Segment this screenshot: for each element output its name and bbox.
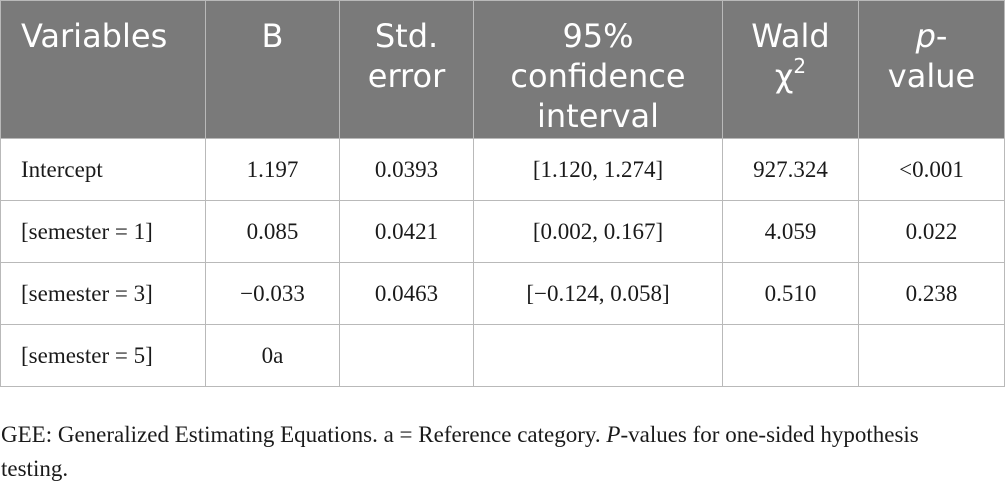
cell-p-value: <0.001	[858, 138, 1005, 201]
cell-ci	[473, 324, 723, 387]
cell-std-error: 0.0463	[339, 262, 474, 325]
header-variables: Variables	[0, 0, 206, 139]
table-row: [semester = 1] 0.085 0.0421 [0.002, 0.16…	[0, 200, 1005, 263]
table-footnote: GEE: Generalized Estimating Equations. a…	[1, 422, 919, 481]
header-confidence-interval: 95% confidence interval	[473, 0, 723, 139]
cell-ci: [−0.124, 0.058]	[473, 262, 723, 325]
cell-variable: [semester = 5]	[0, 324, 206, 387]
table-row: [semester = 5] 0a	[0, 324, 1005, 387]
cell-wald: 4.059	[722, 200, 859, 263]
cell-wald: 927.324	[722, 138, 859, 201]
header-b: B	[205, 0, 340, 139]
cell-std-error: 0.0421	[339, 200, 474, 263]
cell-wald: 0.510	[722, 262, 859, 325]
header-wald-chi2: Wald χ2	[722, 0, 859, 139]
results-table: Variables B Std. error 95% confidence in…	[0, 0, 1005, 387]
table-row: [semester = 3] −0.033 0.0463 [−0.124, 0.…	[0, 262, 1005, 325]
cell-wald	[722, 324, 859, 387]
cell-variable: [semester = 3]	[0, 262, 206, 325]
cell-b: 1.197	[205, 138, 340, 201]
cell-ci: [1.120, 1.274]	[473, 138, 723, 201]
cell-ci: [0.002, 0.167]	[473, 200, 723, 263]
header-std-error: Std. error	[339, 0, 474, 139]
cell-std-error	[339, 324, 474, 387]
cell-variable: Intercept	[0, 138, 206, 201]
cell-b: 0.085	[205, 200, 340, 263]
header-p-value: p- value	[858, 0, 1005, 139]
header-row: Variables B Std. error 95% confidence in…	[0, 0, 1005, 139]
cell-b: 0a	[205, 324, 340, 387]
cell-b: −0.033	[205, 262, 340, 325]
cell-p-value: 0.022	[858, 200, 1005, 263]
table-row: Intercept 1.197 0.0393 [1.120, 1.274] 92…	[0, 138, 1005, 201]
cell-std-error: 0.0393	[339, 138, 474, 201]
cell-p-value	[858, 324, 1005, 387]
cell-p-value: 0.238	[858, 262, 1005, 325]
cell-variable: [semester = 1]	[0, 200, 206, 263]
